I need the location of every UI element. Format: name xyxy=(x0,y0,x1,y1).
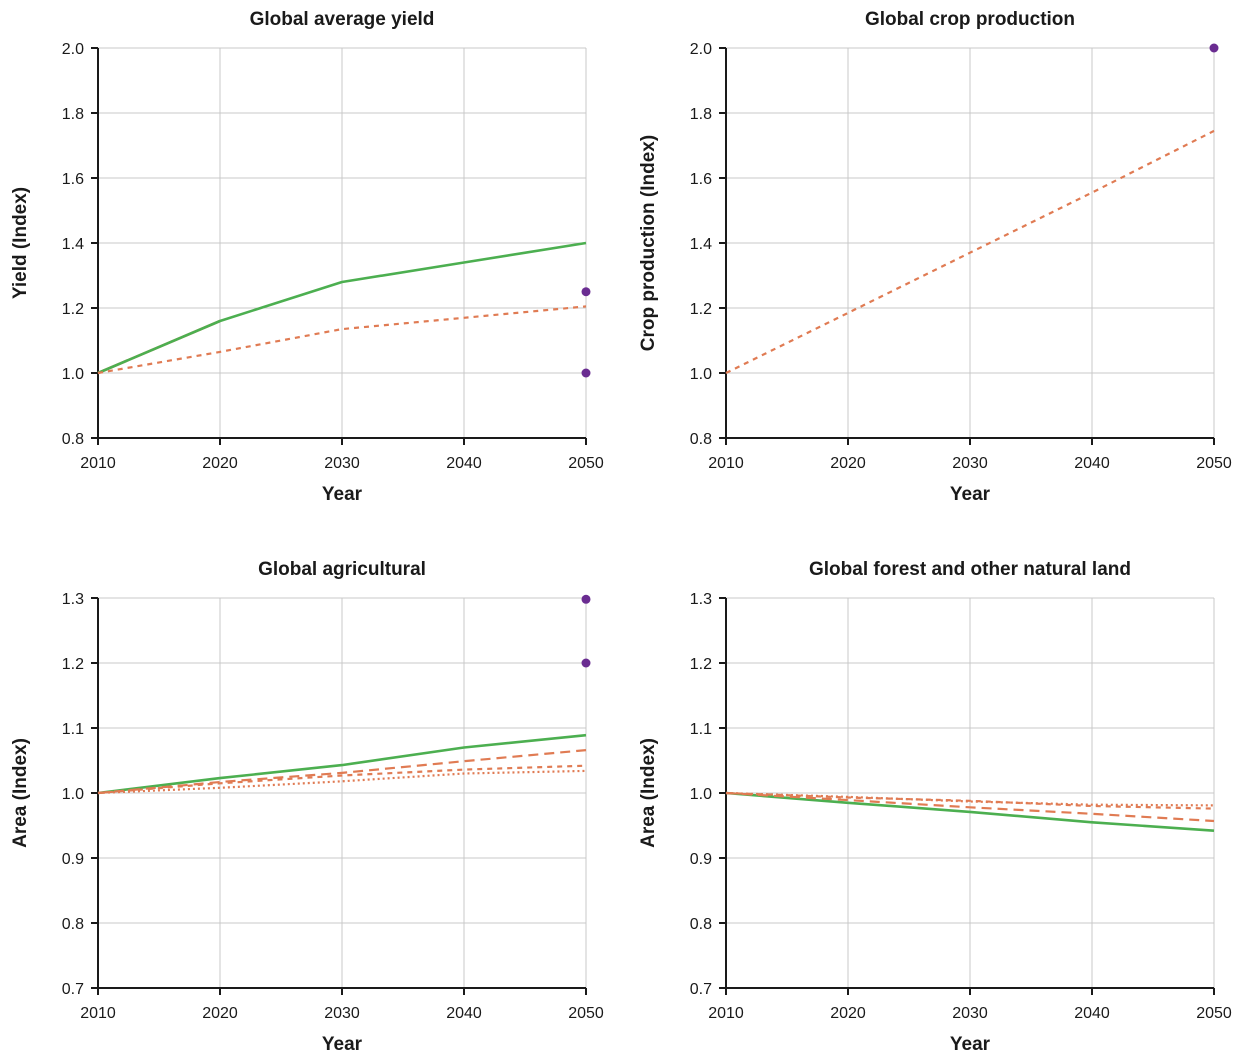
chart-title: Global agricultural xyxy=(258,559,426,580)
chart-panel-2: 2010 2020 2030 2040 2050 0.8 1.0 1.2 1.4 1.6 1.8 2.… xyxy=(638,9,1232,505)
data-point xyxy=(581,658,591,668)
x-tick-label: 2040 xyxy=(446,1005,482,1022)
x-tick-label: 2020 xyxy=(830,1005,866,1022)
x-tick-label: 2010 xyxy=(80,1005,116,1022)
y-tick-label: 1.2 xyxy=(690,301,712,318)
series-line-3 xyxy=(97,764,587,795)
x-tick-label: 2010 xyxy=(708,455,744,472)
y-tick-label: 0.7 xyxy=(62,981,84,998)
x-tick-label: 2030 xyxy=(324,455,360,472)
x-tick-label: 2050 xyxy=(568,455,604,472)
x-tick-label: 2030 xyxy=(952,455,988,472)
y-tick-label: 1.2 xyxy=(690,656,712,673)
y-tick-label: 1.0 xyxy=(62,366,84,383)
chart-panel-4: 2010 2020 2030 2040 2050 0.7 0.8 0.9 1.0 1.1 1.2 1.… xyxy=(638,559,1232,1055)
x-tick-label: 2010 xyxy=(708,1005,744,1022)
x-tick-label: 2020 xyxy=(202,455,238,472)
y-tick-label: 0.9 xyxy=(690,851,712,868)
chart-panel-1: 2010 2020 2030 2040 2050 0.8 1.0 1.2 1.4 1.6 1.8 2.… xyxy=(10,9,604,505)
y-tick-label: 2.0 xyxy=(62,41,84,58)
chart-title: Global forest and other natural land xyxy=(809,559,1131,580)
y-tick-label: 1.2 xyxy=(62,301,84,318)
series-line-3 xyxy=(97,305,587,375)
x-tick-label: 2010 xyxy=(80,455,116,472)
series-line-1 xyxy=(725,129,1215,374)
y-tick-label: 0.8 xyxy=(690,916,712,933)
y-tick-label: 1.0 xyxy=(690,366,712,383)
y-tick-label: 0.8 xyxy=(690,431,712,448)
chart-title: Global average yield xyxy=(250,9,435,30)
x-tick-label: 2050 xyxy=(1196,455,1232,472)
series-line-2 xyxy=(725,791,1215,823)
data-point xyxy=(581,368,591,378)
y-tick-label: 1.2 xyxy=(62,656,84,673)
y-tick-label: 2.0 xyxy=(690,41,712,58)
y-tick-label: 1.8 xyxy=(690,106,712,123)
x-tick-label: 2030 xyxy=(952,1005,988,1022)
y-tick-label: 1.4 xyxy=(690,236,712,253)
x-tick-label: 2040 xyxy=(446,455,482,472)
series-line-4 xyxy=(725,791,1215,807)
y-tick-label: 0.7 xyxy=(690,981,712,998)
series-line-2 xyxy=(97,241,587,375)
data-point xyxy=(581,594,591,604)
y-axis-label: Area (Index) xyxy=(10,738,31,848)
y-axis-label: Crop production (Index) xyxy=(638,135,659,351)
x-tick-label: 2040 xyxy=(1074,1005,1110,1022)
y-tick-label: 0.8 xyxy=(62,431,84,448)
y-tick-label: 1.6 xyxy=(62,171,84,188)
x-tick-label: 2050 xyxy=(568,1005,604,1022)
y-tick-label: 1.0 xyxy=(62,786,84,803)
y-tick-label: 0.8 xyxy=(62,916,84,933)
x-tick-label: 2040 xyxy=(1074,455,1110,472)
series-line-1 xyxy=(725,791,1215,832)
x-tick-label: 2020 xyxy=(202,1005,238,1022)
y-tick-label: 1.1 xyxy=(62,721,84,738)
y-tick-label: 1.1 xyxy=(690,721,712,738)
y-tick-label: 1.6 xyxy=(690,171,712,188)
data-point xyxy=(1209,43,1219,53)
y-tick-label: 1.3 xyxy=(62,591,84,608)
data-point xyxy=(581,287,591,297)
y-tick-label: 1.4 xyxy=(62,236,84,253)
chart-panel-3: 2010 2020 2030 2040 2050 0.7 0.8 0.9 1.0 1.1 1.2 1.… xyxy=(10,559,604,1055)
chart-title: Global crop production xyxy=(865,9,1075,30)
x-tick-label: 2020 xyxy=(830,455,866,472)
y-tick-label: 1.8 xyxy=(62,106,84,123)
y-tick-label: 0.9 xyxy=(62,851,84,868)
y-tick-label: 1.3 xyxy=(690,591,712,608)
x-axis-label: Year xyxy=(950,1034,991,1055)
y-axis-label: Area (Index) xyxy=(638,738,659,848)
y-axis-label: Yield (Index) xyxy=(10,187,31,299)
series-line-1 xyxy=(97,733,587,795)
x-tick-label: 2030 xyxy=(324,1005,360,1022)
x-axis-label: Year xyxy=(322,484,363,505)
y-tick-label: 1.0 xyxy=(690,786,712,803)
x-axis-label: Year xyxy=(950,484,991,505)
series-line-4 xyxy=(97,769,587,795)
x-tick-label: 2050 xyxy=(1196,1005,1232,1022)
x-axis-label: Year xyxy=(322,1034,363,1055)
